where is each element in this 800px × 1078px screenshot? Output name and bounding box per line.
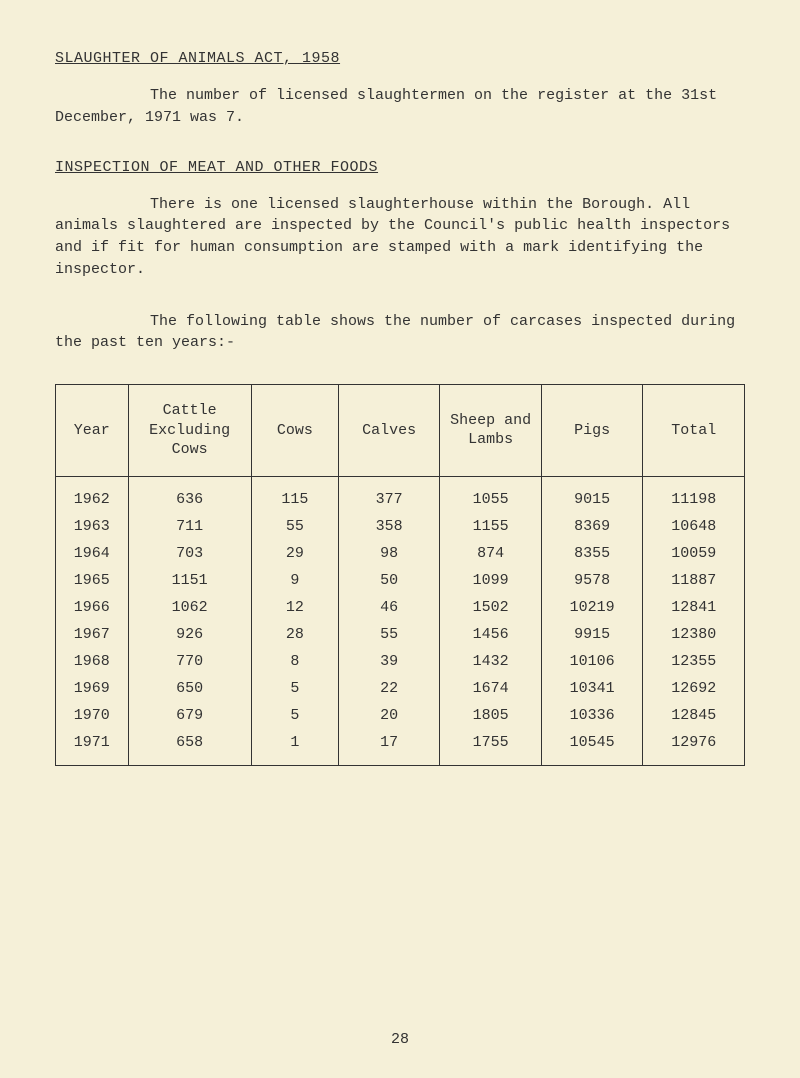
table-cell-cows: 8 — [251, 648, 338, 675]
table-cell-calves: 20 — [338, 702, 440, 729]
table-row: 196965052216741034112692 — [56, 675, 745, 702]
table-cell-calves: 55 — [338, 621, 440, 648]
table-cell-calves: 46 — [338, 594, 440, 621]
table-cell-sheep: 1155 — [440, 513, 542, 540]
table-cell-cows: 28 — [251, 621, 338, 648]
table-cell-total: 12841 — [643, 594, 745, 621]
table-cell-cattle: 770 — [128, 648, 251, 675]
table-cell-cows: 5 — [251, 675, 338, 702]
table-cell-pigs: 10336 — [541, 702, 643, 729]
table-row: 197067952018051033612845 — [56, 702, 745, 729]
table-cell-cows: 9 — [251, 567, 338, 594]
table-cell-cows: 55 — [251, 513, 338, 540]
table-row: 196511519501099957811887 — [56, 567, 745, 594]
table-cell-year: 1968 — [56, 648, 129, 675]
table-cell-cows: 12 — [251, 594, 338, 621]
table-cell-sheep: 1674 — [440, 675, 542, 702]
table-cell-calves: 22 — [338, 675, 440, 702]
table-cell-cattle: 636 — [128, 476, 251, 513]
table-header-row: Year Cattle Excluding Cows Cows Calves S… — [56, 385, 745, 477]
section-heading-slaughter-act: SLAUGHTER OF ANIMALS ACT, 1958 — [55, 50, 745, 67]
table-cell-cattle: 1062 — [128, 594, 251, 621]
table-cell-calves: 377 — [338, 476, 440, 513]
paragraph-slaughtermen-count: The number of licensed slaughtermen on t… — [55, 85, 745, 129]
table-cell-year: 1966 — [56, 594, 129, 621]
table-cell-year: 1965 — [56, 567, 129, 594]
table-cell-cows: 5 — [251, 702, 338, 729]
table-cell-cattle: 926 — [128, 621, 251, 648]
table-cell-sheep: 1502 — [440, 594, 542, 621]
table-row: 196877083914321010612355 — [56, 648, 745, 675]
table-cell-year: 1969 — [56, 675, 129, 702]
table-row: 197165811717551054512976 — [56, 729, 745, 766]
table-cell-year: 1963 — [56, 513, 129, 540]
table-cell-cows: 115 — [251, 476, 338, 513]
table-cell-year: 1970 — [56, 702, 129, 729]
table-cell-cattle: 1151 — [128, 567, 251, 594]
paragraph-slaughterhouse-info: There is one licensed slaughterhouse wit… — [55, 194, 745, 281]
table-cell-sheep: 1055 — [440, 476, 542, 513]
table-row: 1963711553581155836910648 — [56, 513, 745, 540]
column-header-pigs: Pigs — [541, 385, 643, 477]
table-cell-pigs: 10341 — [541, 675, 643, 702]
column-header-calves: Calves — [338, 385, 440, 477]
table-cell-year: 1967 — [56, 621, 129, 648]
table-cell-total: 12380 — [643, 621, 745, 648]
table-body: 1962636115377105590151119819637115535811… — [56, 476, 745, 765]
table-cell-total: 12976 — [643, 729, 745, 766]
table-cell-calves: 50 — [338, 567, 440, 594]
table-cell-pigs: 9578 — [541, 567, 643, 594]
table-cell-cows: 29 — [251, 540, 338, 567]
table-cell-sheep: 1805 — [440, 702, 542, 729]
table-cell-year: 1964 — [56, 540, 129, 567]
table-cell-sheep: 1099 — [440, 567, 542, 594]
table-cell-cattle: 679 — [128, 702, 251, 729]
table-cell-cattle: 711 — [128, 513, 251, 540]
column-header-year: Year — [56, 385, 129, 477]
table-cell-total: 10648 — [643, 513, 745, 540]
section-heading-inspection: INSPECTION OF MEAT AND OTHER FOODS — [55, 159, 745, 176]
table-cell-total: 11198 — [643, 476, 745, 513]
table-cell-cattle: 658 — [128, 729, 251, 766]
table-row: 196792628551456991512380 — [56, 621, 745, 648]
table-cell-pigs: 8355 — [541, 540, 643, 567]
paragraph-table-intro: The following table shows the number of … — [55, 311, 745, 355]
table-cell-total: 10059 — [643, 540, 745, 567]
carcases-inspected-table: Year Cattle Excluding Cows Cows Calves S… — [55, 384, 745, 766]
table-cell-pigs: 9915 — [541, 621, 643, 648]
table-row: 19661062124615021021912841 — [56, 594, 745, 621]
column-header-total: Total — [643, 385, 745, 477]
table-cell-sheep: 1432 — [440, 648, 542, 675]
page-number: 28 — [0, 1031, 800, 1048]
document-page: SLAUGHTER OF ANIMALS ACT, 1958 The numbe… — [0, 0, 800, 1078]
table-cell-calves: 98 — [338, 540, 440, 567]
table-cell-year: 1971 — [56, 729, 129, 766]
column-header-cows: Cows — [251, 385, 338, 477]
table-cell-pigs: 9015 — [541, 476, 643, 513]
table-cell-sheep: 874 — [440, 540, 542, 567]
table-cell-year: 1962 — [56, 476, 129, 513]
table-cell-pigs: 10545 — [541, 729, 643, 766]
table-cell-sheep: 1755 — [440, 729, 542, 766]
table-cell-calves: 39 — [338, 648, 440, 675]
table-row: 19626361153771055901511198 — [56, 476, 745, 513]
table-cell-cattle: 650 — [128, 675, 251, 702]
table-cell-calves: 358 — [338, 513, 440, 540]
table-cell-pigs: 8369 — [541, 513, 643, 540]
table-cell-pigs: 10219 — [541, 594, 643, 621]
table-cell-total: 12355 — [643, 648, 745, 675]
table-cell-cows: 1 — [251, 729, 338, 766]
column-header-sheep: Sheep and Lambs — [440, 385, 542, 477]
table-cell-sheep: 1456 — [440, 621, 542, 648]
table-cell-total: 12692 — [643, 675, 745, 702]
column-header-cattle: Cattle Excluding Cows — [128, 385, 251, 477]
table-cell-pigs: 10106 — [541, 648, 643, 675]
table-row: 19647032998874835510059 — [56, 540, 745, 567]
table-cell-calves: 17 — [338, 729, 440, 766]
table-cell-total: 12845 — [643, 702, 745, 729]
table-cell-cattle: 703 — [128, 540, 251, 567]
table-cell-total: 11887 — [643, 567, 745, 594]
